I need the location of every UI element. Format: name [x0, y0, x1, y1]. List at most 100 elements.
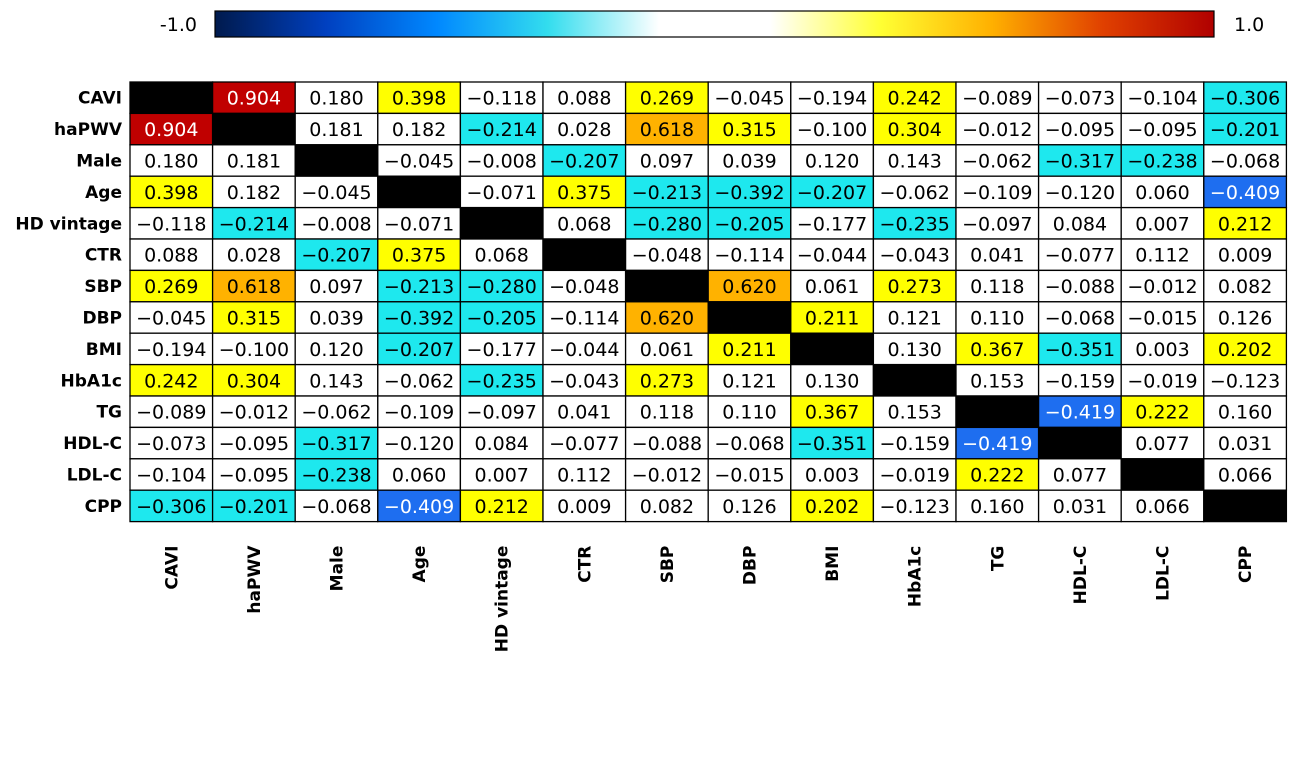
heatmap-cell [542, 363, 627, 397]
heatmap-cell [1037, 301, 1122, 334]
cell-value-label: 0.097 [309, 276, 363, 298]
heatmap-cell [459, 458, 544, 491]
heatmap-cell [872, 206, 957, 240]
cell-value-label: −0.159 [1045, 370, 1115, 392]
heatmap-cell [790, 175, 875, 209]
cell-value-label: −0.068 [301, 496, 371, 518]
color-scale-bar: -1.0 1.0 [160, 10, 1264, 38]
cell-value-label: 0.130 [887, 339, 941, 361]
cell-value-label: 0.126 [722, 496, 776, 518]
column-label: BMI [823, 546, 843, 582]
cell-value-label: −0.317 [1045, 151, 1115, 173]
cell-value-label: −0.114 [714, 245, 784, 267]
cell-value-label: 0.077 [1135, 433, 1189, 455]
cell-value-label: 0.118 [970, 276, 1024, 298]
heatmap-diagonal-cell [211, 112, 296, 146]
heatmap-cell [129, 144, 214, 177]
heatmap-cell [542, 301, 627, 334]
heatmap-cell [294, 332, 379, 366]
row-label: haPWV [54, 120, 123, 140]
heatmap-diagonal-cell [624, 269, 709, 303]
column-label: haPWV [245, 545, 265, 614]
cell-value-label: −0.100 [797, 119, 867, 141]
column-label: HD vintage [493, 546, 513, 653]
heatmap-cell [1120, 81, 1205, 115]
heatmap-cell [955, 112, 1040, 146]
heatmap-cell [624, 489, 709, 523]
column-label: SBP [658, 546, 678, 584]
cell-value-label: −0.205 [467, 308, 537, 330]
cell-value-label: −0.419 [962, 433, 1032, 455]
heatmap-cell [872, 489, 957, 523]
row-labels: CAVI haPWV Male Age HD vintage CTR SBP DBP BMI Hb… [15, 89, 122, 517]
cell-value-label: 0.398 [144, 182, 198, 204]
heatmap-cell [211, 144, 296, 177]
heatmap-cell [790, 395, 875, 429]
heatmap-diagonal-cell [1037, 426, 1122, 460]
heatmap-cell [294, 206, 379, 240]
heatmap-cell [459, 363, 544, 397]
cell-value-label: −0.177 [797, 213, 867, 235]
cell-value-label: 0.367 [805, 402, 859, 424]
cell-value-label: 0.112 [557, 465, 611, 487]
heatmap-cell [377, 206, 462, 240]
cell-value-label: −0.100 [219, 339, 289, 361]
row-label: CAVI [78, 89, 122, 109]
heatmap-cell [872, 175, 957, 209]
cell-value-label: −0.306 [136, 496, 206, 518]
cell-value-label: 0.130 [805, 370, 859, 392]
cell-value-label: −0.235 [467, 370, 537, 392]
cell-value-label: 0.620 [640, 308, 694, 330]
cell-value-label: −0.109 [384, 402, 454, 424]
heatmap-cell [707, 175, 792, 209]
row-label: HDL-C [63, 434, 122, 454]
cell-value-label: 0.097 [640, 151, 694, 173]
heatmap-cell [1203, 395, 1288, 429]
cell-value-label: 0.181 [309, 119, 363, 141]
row-label: CTR [85, 246, 122, 266]
cell-value-label: 0.126 [1218, 308, 1272, 330]
cell-value-label: 0.084 [474, 433, 528, 455]
cell-value-label: 0.398 [392, 88, 446, 110]
heatmap-cell [129, 458, 214, 491]
heatmap-cell [542, 144, 627, 177]
cell-value-label: 0.009 [557, 496, 611, 518]
heatmap-cell [790, 238, 875, 272]
heatmap-cell [1120, 206, 1205, 240]
heatmap-diagonal-cell [129, 81, 214, 115]
cell-value-label: −0.012 [632, 465, 702, 487]
heatmap-cell [955, 269, 1040, 303]
heatmap-cells: 0.904 0.180 0.398 −0.118 0.088 0.269 −0.045 −0.… [129, 81, 1288, 523]
heatmap-cell [1037, 269, 1122, 303]
cell-value-label: −0.088 [632, 433, 702, 455]
heatmap-cell [1203, 206, 1288, 240]
cell-value-label: 0.031 [1218, 433, 1272, 455]
cell-value-label: −0.019 [1127, 370, 1197, 392]
cell-value-label: −0.207 [797, 182, 867, 204]
cell-value-label: −0.214 [219, 213, 289, 235]
cell-value-label: 0.180 [144, 151, 198, 173]
heatmap-cell [1203, 269, 1288, 303]
heatmap-cell [294, 175, 379, 209]
heatmap-cell [955, 363, 1040, 397]
heatmap-cell [790, 81, 875, 115]
heatmap-cell [129, 395, 214, 429]
cell-value-label: 0.082 [1218, 276, 1272, 298]
cell-value-label: 0.618 [227, 276, 281, 298]
cell-value-label: 0.242 [887, 88, 941, 110]
column-label: CTR [575, 546, 595, 583]
heatmap-cell [872, 238, 957, 272]
heatmap-cell [129, 332, 214, 366]
column-label: Male [328, 546, 348, 592]
cell-value-label: −0.062 [880, 182, 950, 204]
row-label: TG [96, 403, 122, 423]
cell-value-label: −0.097 [467, 402, 537, 424]
cell-value-label: −0.409 [384, 496, 454, 518]
cell-value-label: −0.201 [1210, 119, 1280, 141]
column-label: DBP [741, 546, 761, 586]
row-label: LDL-C [67, 466, 122, 486]
cell-value-label: −0.280 [632, 213, 702, 235]
cell-value-label: −0.238 [1127, 151, 1197, 173]
cell-value-label: −0.194 [136, 339, 206, 361]
cell-value-label: −0.095 [1127, 119, 1197, 141]
